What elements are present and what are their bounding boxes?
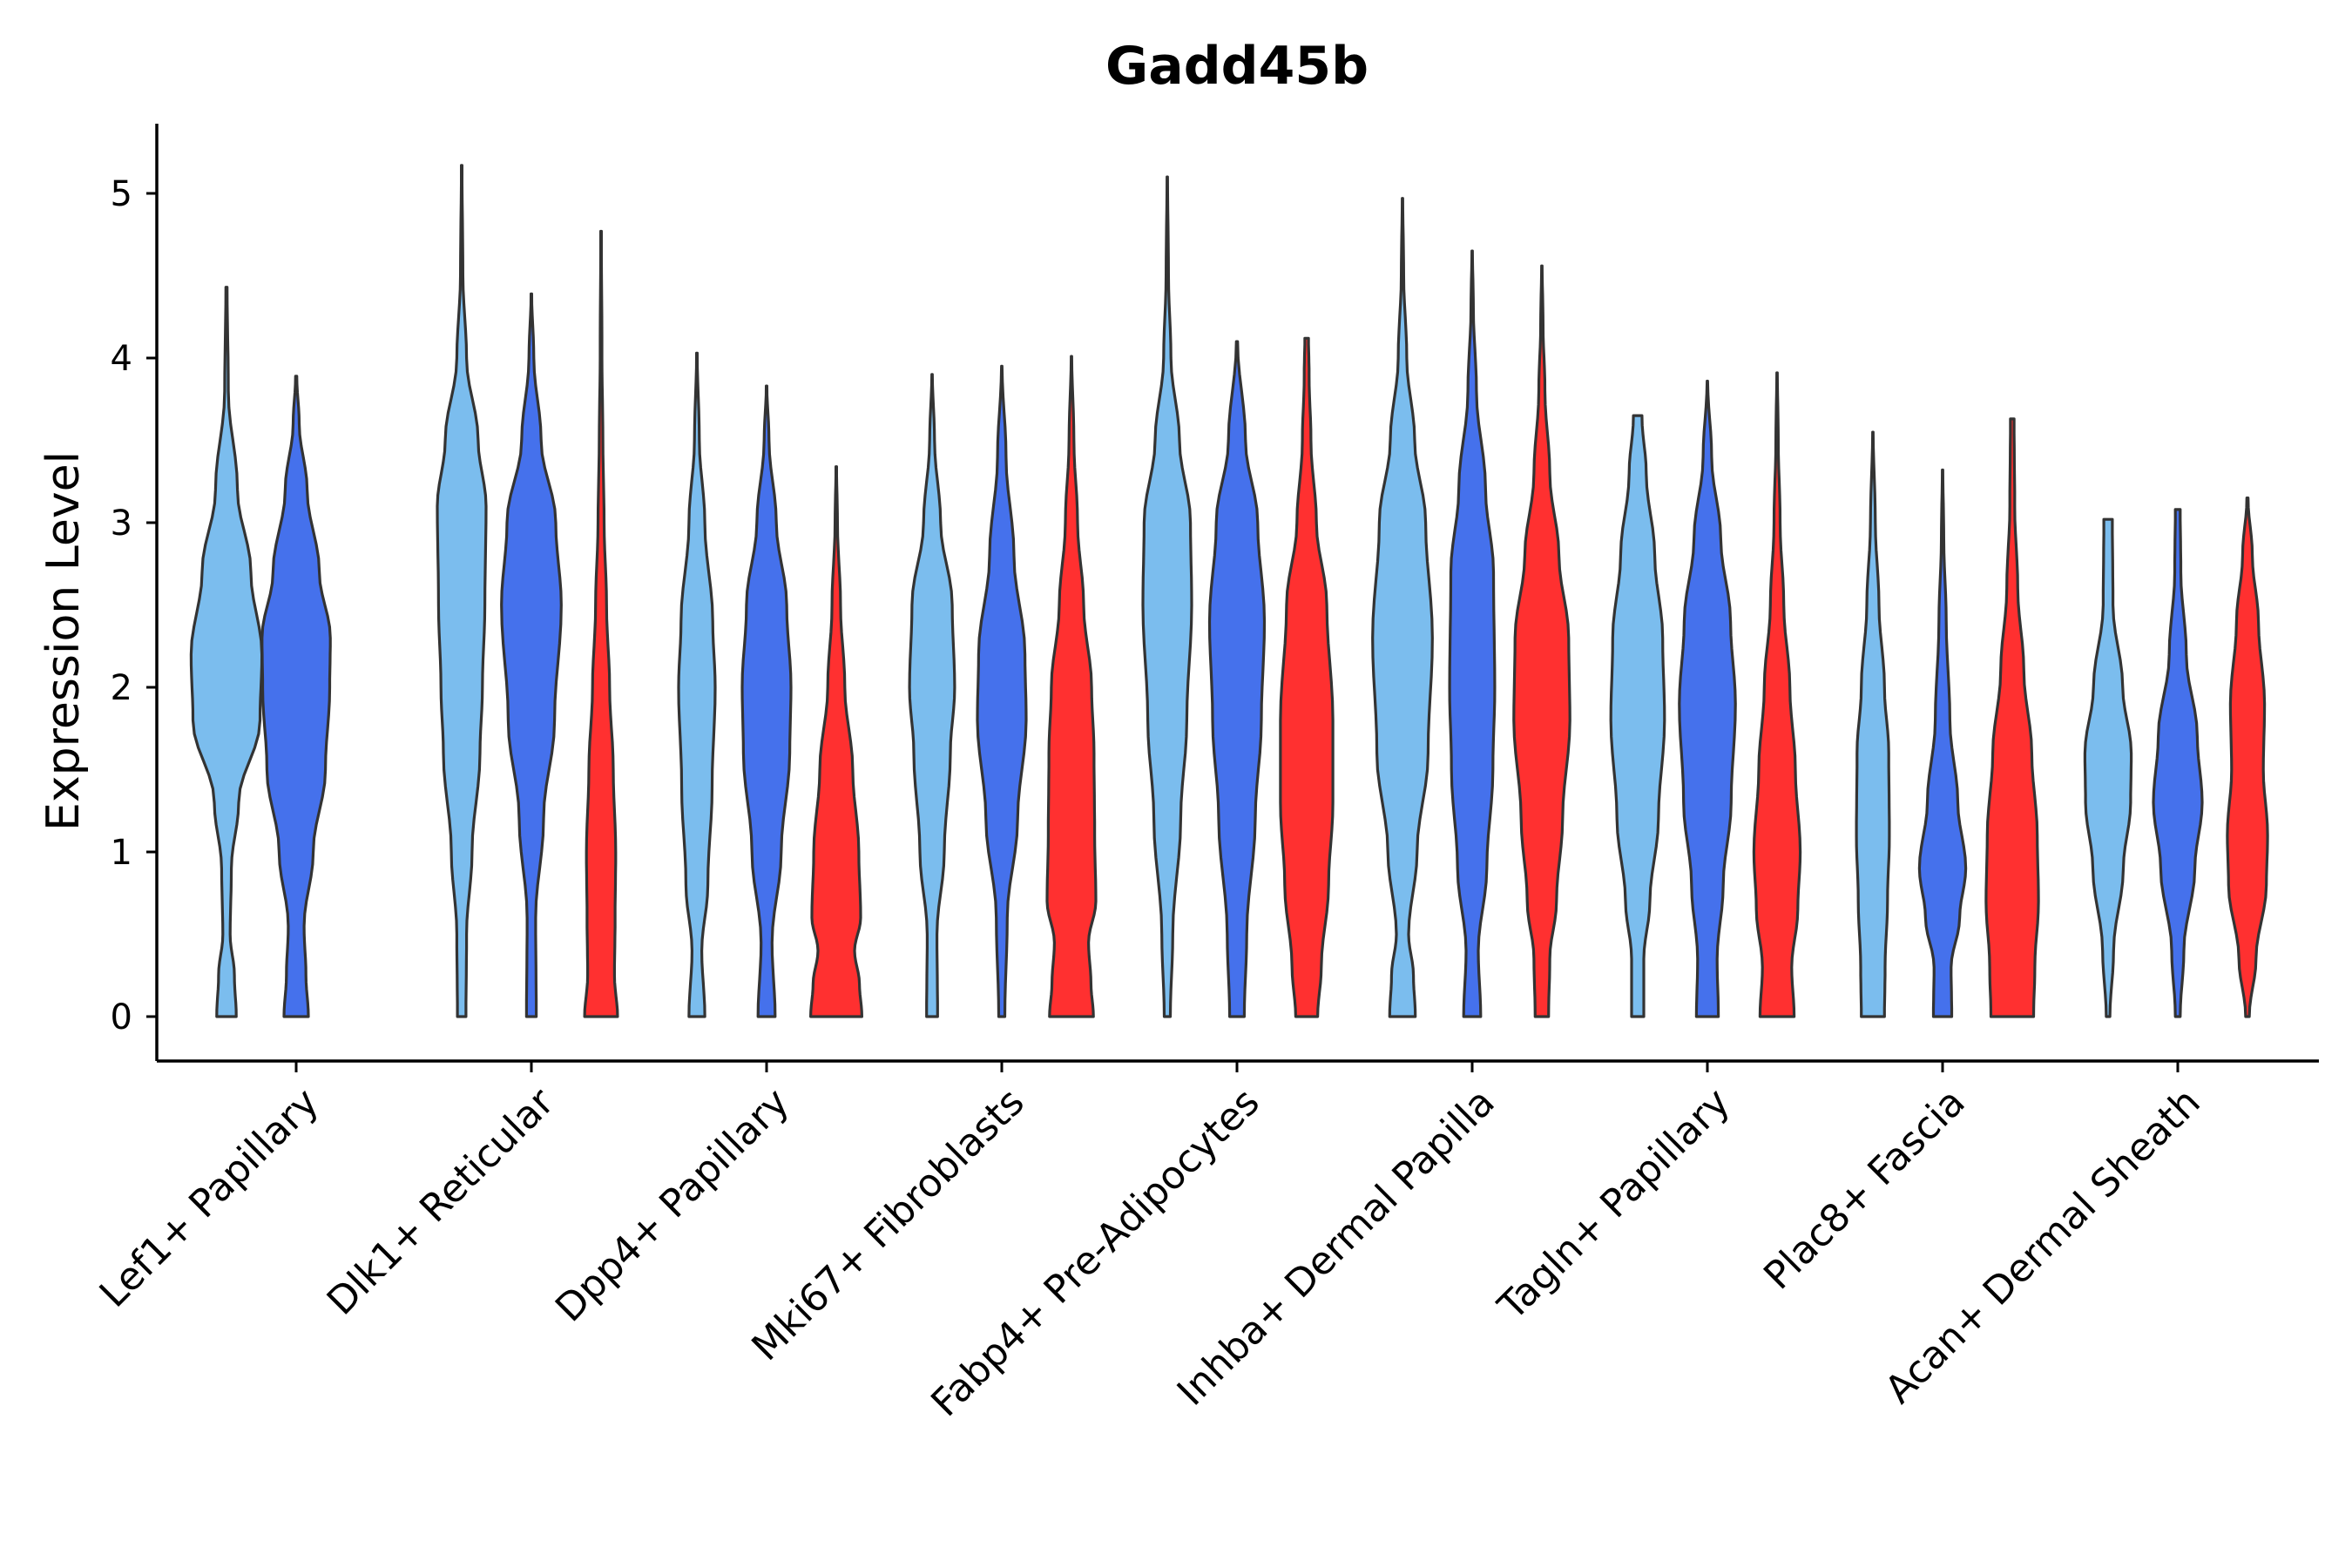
violin-group_a-cat-5 [1371,197,1434,1018]
violin-group_c-cat-3 [1045,355,1098,1018]
x-tick-label: Plac8+ Fascia [1755,1080,1974,1299]
violin-group_b-cat-1 [500,292,563,1018]
violin-group_a-cat-7 [1855,430,1891,1018]
violin-group_b-cat-5 [1448,249,1497,1018]
y-tick-label: 5 [111,174,132,214]
violin-group_a-cat-3 [908,373,956,1018]
violin-group_b-cat-7 [1917,468,1968,1018]
y-tick-label: 0 [111,997,132,1037]
x-tick-label: Dpp4+ Papillary [547,1080,798,1331]
violin-group_c-cat-4 [1279,336,1335,1018]
violin-group_c-cat-7 [1984,417,2040,1018]
violin-group_b-cat-2 [740,384,793,1018]
violin-group_c-cat-1 [583,229,619,1018]
violin-group_a-cat-6 [1609,414,1666,1018]
violin-group_b-cat-4 [1207,340,1267,1018]
y-tick-label: 1 [111,833,132,873]
y-tick-label: 4 [111,339,132,379]
violin-group_c-cat-8 [2226,497,2269,1018]
violin-group_a-cat-1 [436,164,488,1018]
violins-layer [189,164,2269,1018]
violin-group_b-cat-0 [260,375,332,1018]
y-axis-ticks: 0 1 2 3 4 5 [111,174,157,1037]
violin-group_c-cat-2 [809,465,863,1018]
violin-group_b-cat-8 [2152,508,2204,1018]
x-tick-label: Dlk1+ Reticular [319,1079,564,1324]
violin-group_a-cat-0 [189,286,264,1018]
violin-group_a-cat-2 [677,351,717,1018]
y-axis-label: Expression Level [37,451,90,831]
violin-group_b-cat-3 [976,364,1028,1018]
x-tick-label: Lef1+ Papillary [91,1080,328,1316]
violin-group_b-cat-6 [1678,379,1737,1018]
violin-group_c-cat-5 [1512,264,1571,1018]
violin-group_a-cat-4 [1141,175,1193,1018]
x-tick-label: Tagln+ Papillary [1490,1080,1739,1329]
y-tick-label: 2 [111,668,132,708]
violin-group_c-cat-6 [1752,371,1802,1018]
y-tick-label: 3 [111,504,132,544]
chart-title: Gadd45b [1105,36,1369,97]
violin-group_a-cat-8 [2083,517,2133,1018]
